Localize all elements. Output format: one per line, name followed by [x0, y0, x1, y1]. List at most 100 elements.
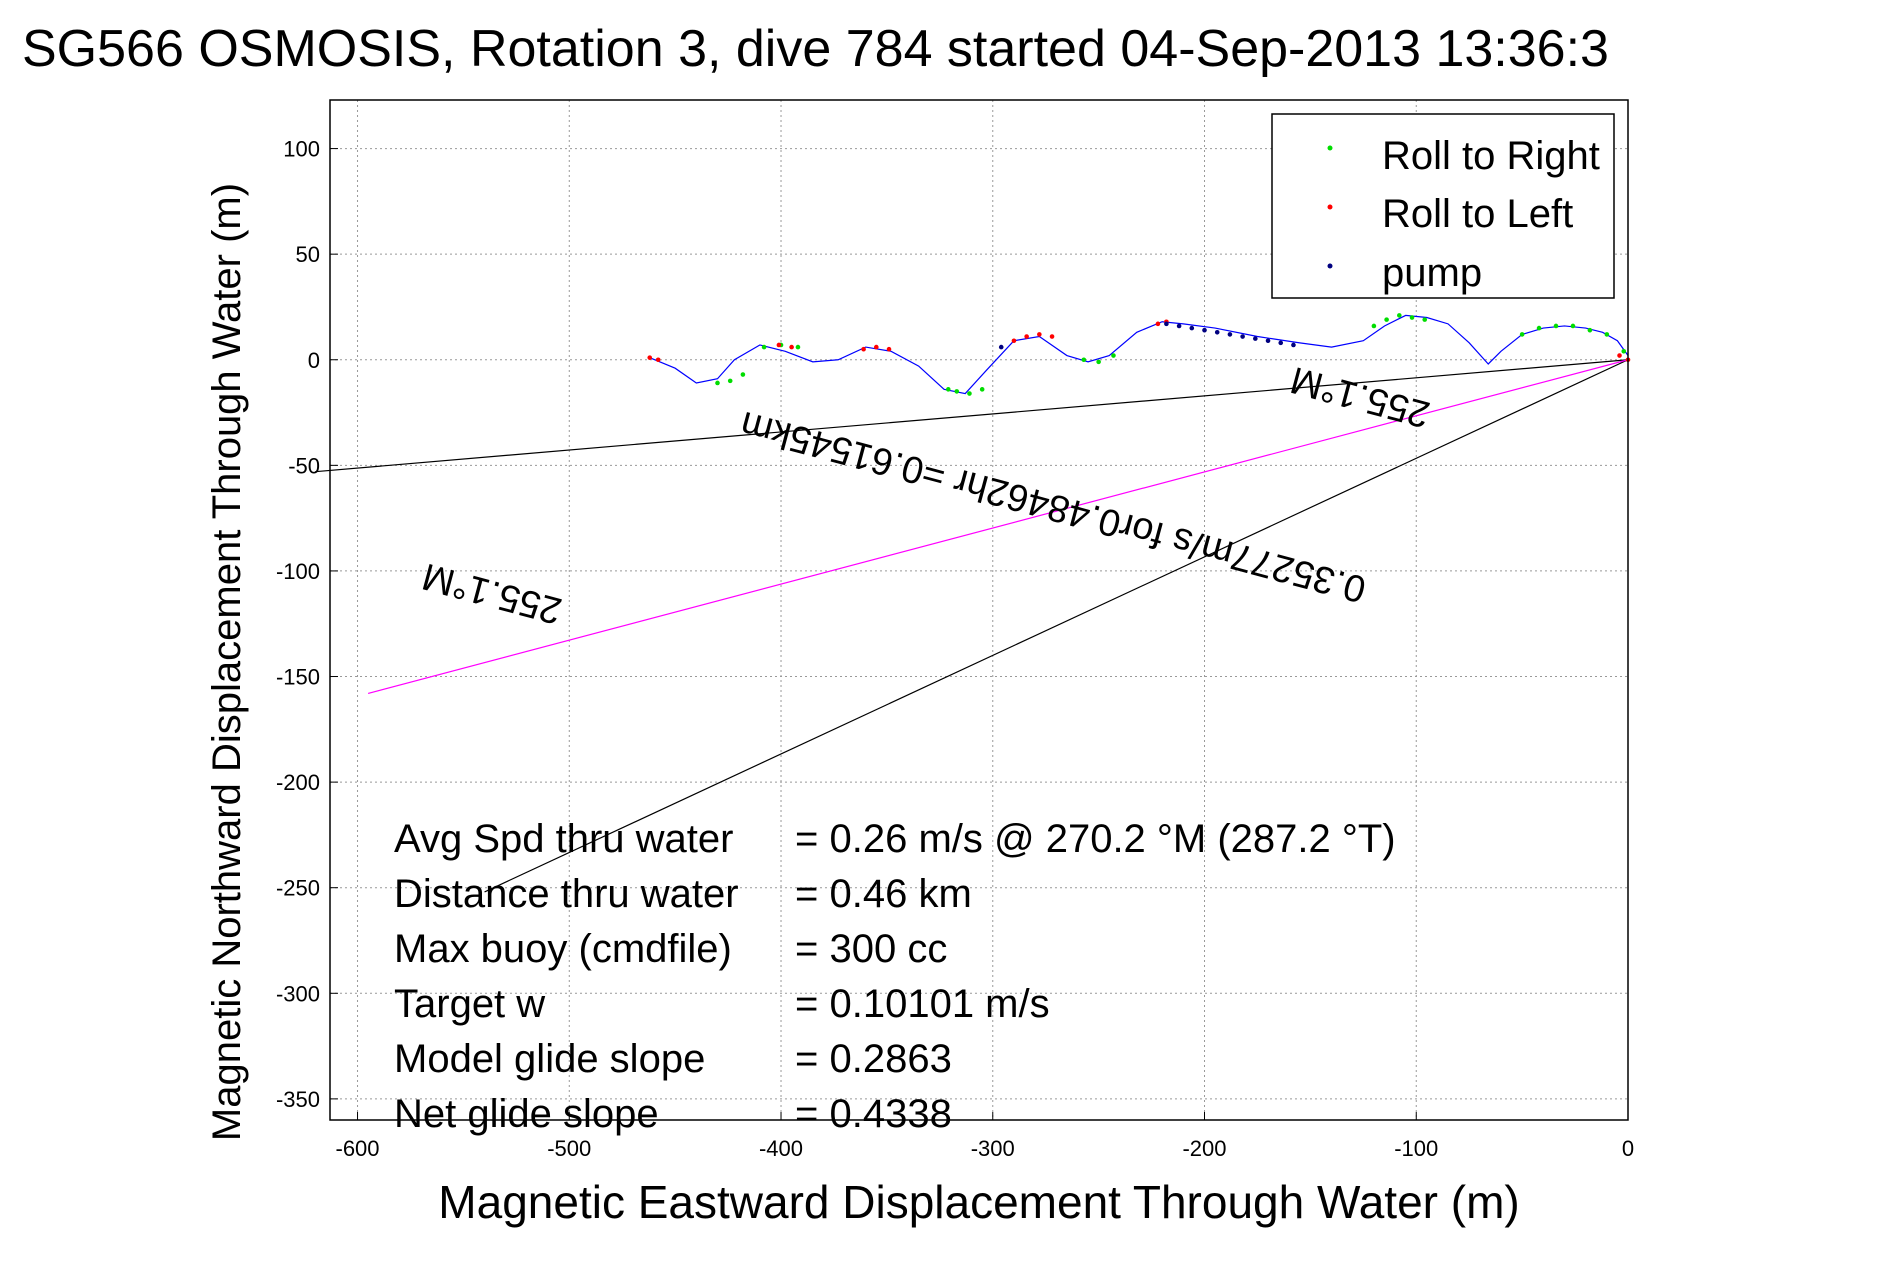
stat-label: Model glide slope	[394, 1037, 705, 1081]
roll-left-point	[1024, 334, 1029, 339]
stat-label: Avg Spd thru water	[394, 817, 733, 861]
stat-value: = 0.26 m/s @ 270.2 °M (287.2 °T)	[795, 817, 1396, 861]
y-tick-label: 0	[308, 348, 320, 373]
roll-right-point	[727, 378, 733, 384]
roll-left-point	[1011, 338, 1017, 344]
y-tick-label: -250	[276, 876, 320, 901]
roll-left-point	[886, 346, 892, 352]
stat-value: = 0.2863	[795, 1037, 952, 1081]
roll-left-point	[776, 342, 782, 348]
pump-point	[1253, 336, 1258, 341]
pump-point	[1202, 327, 1207, 333]
roll-right-point	[1621, 349, 1627, 354]
y-tick-label: 100	[283, 137, 320, 162]
heading-annotations: 255.1°M0.35277m/s for0.48462hr =0.61545k…	[418, 358, 1434, 632]
pump-point	[1176, 323, 1182, 329]
pump-point	[1214, 329, 1220, 335]
roll-right-point	[967, 391, 972, 396]
roll-right-point	[945, 387, 951, 392]
heading-annotation: 255.1°M	[1286, 358, 1434, 435]
pump-point	[1291, 342, 1296, 348]
y-axis-label: Magnetic Northward Displacement Through …	[205, 183, 249, 1141]
axes-frame	[329, 99, 1629, 1121]
y-tick-label: -350	[276, 1087, 320, 1112]
x-tick-label: -400	[759, 1136, 803, 1161]
pump-point	[1265, 338, 1271, 344]
roll-left-point	[1037, 332, 1042, 337]
y-tick-label: -100	[276, 559, 320, 584]
x-tick-label: -600	[336, 1136, 380, 1161]
roll-right-point	[1409, 315, 1415, 320]
y-tick-label: -150	[276, 665, 320, 690]
pump-point	[1278, 340, 1284, 346]
pump-point	[998, 344, 1004, 350]
dive-stats: Avg Spd thru water = 0.26 m/s @ 270.2 °M…	[394, 817, 1396, 1136]
stat-label: Net glide slope	[394, 1092, 659, 1136]
x-axis-label: Magnetic Eastward Displacement Through W…	[438, 1176, 1519, 1228]
roll-right-point	[1553, 323, 1559, 329]
roll-right-point	[795, 344, 801, 350]
track-series	[649, 314, 1629, 395]
stat-value: = 300 cc	[795, 927, 947, 971]
x-tick-labels: -600 -500 -400 -300 -200 -100 0	[336, 1136, 1635, 1161]
x-tick-label: 0	[1622, 1136, 1634, 1161]
roll-right-point	[1604, 332, 1610, 337]
y-tick-label: -200	[276, 770, 320, 795]
roll-left-point	[1049, 334, 1055, 339]
roll-right-point	[1096, 359, 1101, 365]
legend-marker-roll-right	[1327, 145, 1333, 151]
heading-annotation: 255.1°M	[418, 554, 566, 631]
roll-right-point	[1111, 353, 1116, 358]
stat-label: Target w	[394, 982, 545, 1026]
stat-value: = 0.10101 m/s	[795, 982, 1050, 1026]
roll-left-point	[861, 346, 866, 352]
heading-line	[367, 359, 1629, 694]
heading-lines	[315, 359, 1629, 893]
heading-line	[484, 359, 1629, 893]
roll-right-point	[1536, 325, 1542, 331]
pump-point	[1189, 325, 1195, 331]
stat-value: = 0.46 km	[795, 872, 972, 916]
roll-right-point	[1397, 313, 1402, 318]
roll-right-point	[761, 344, 767, 350]
roll-left-point	[1617, 353, 1622, 358]
heading-line	[315, 359, 1629, 473]
roll-right-point	[1587, 327, 1593, 333]
stat-value: = 0.4338	[795, 1092, 952, 1136]
roll-right-point	[1384, 317, 1389, 322]
legend-label-roll-right: Roll to Right	[1382, 134, 1600, 178]
roll-right-point	[715, 380, 720, 386]
y-tick-labels: 100 50 0 -50 -100 -150 -200 -250 -300 -350	[276, 137, 320, 1112]
roll-left-point	[655, 357, 661, 363]
stat-label: Distance thru water	[394, 872, 739, 916]
x-tick-label: -100	[1394, 1136, 1438, 1161]
roll-left-point	[1155, 321, 1161, 327]
y-tick-label: -50	[288, 453, 320, 478]
y-tick-label: -300	[276, 981, 320, 1006]
roll-right-point	[954, 389, 960, 394]
pump-point	[1240, 334, 1245, 339]
legend-label-pump: pump	[1382, 251, 1482, 295]
roll-left-point	[647, 355, 653, 360]
roll-left-point	[874, 344, 879, 350]
track-line	[649, 314, 1629, 395]
roll-left-point	[789, 344, 794, 350]
roll-right-point	[1371, 323, 1377, 329]
roll-right-point	[1081, 357, 1087, 363]
roll-right-point	[740, 372, 746, 377]
legend-marker-pump	[1327, 263, 1333, 269]
roll-right-point	[979, 387, 985, 392]
roll-right-point	[1570, 323, 1576, 329]
legend-label-roll-left: Roll to Left	[1382, 192, 1573, 236]
heading-annotation: 0.35277m/s for0.48462hr =0.61545km	[736, 403, 1370, 611]
legend: Roll to Right Roll to Left pump	[1271, 113, 1615, 299]
roll-right-point	[1422, 317, 1428, 322]
x-tick-label: -200	[1182, 1136, 1226, 1161]
pump-point	[1164, 321, 1169, 327]
x-tick-label: -300	[971, 1136, 1015, 1161]
x-tick-label: -500	[547, 1136, 591, 1161]
stat-label: Max buoy (cmdfile)	[394, 927, 732, 971]
marker-series	[647, 313, 1631, 396]
chart-title: SG566 OSMOSIS, Rotation 3, dive 784 star…	[22, 20, 1609, 78]
